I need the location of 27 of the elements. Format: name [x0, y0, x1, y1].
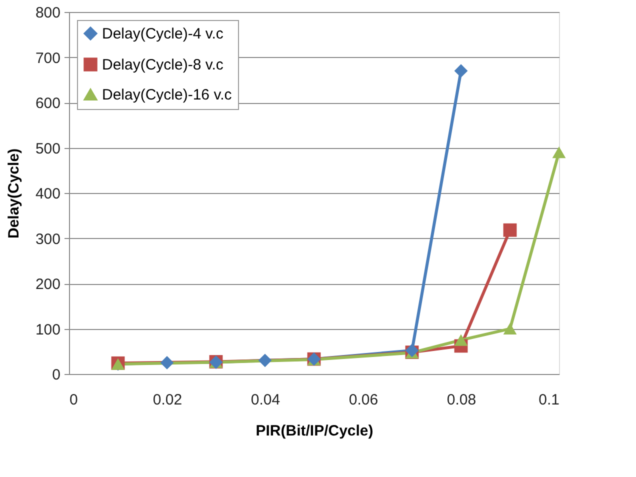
y-tick-label: 600: [35, 95, 60, 112]
legend-label: Delay(Cycle)-8 v.c: [102, 56, 224, 74]
point: [503, 322, 517, 335]
y-axis-title: Delay(Cycle): [5, 148, 22, 239]
y-tick-label: 800: [35, 4, 60, 22]
y-tick-label: 300: [35, 230, 60, 248]
y-tick-label: 500: [35, 140, 60, 158]
x-tick-label: 0.08: [446, 392, 476, 408]
point: [552, 146, 566, 158]
x-tick-label: 0.02: [152, 392, 182, 408]
y-tick-label: 0: [52, 366, 60, 384]
point: [454, 64, 468, 78]
x-axis-title: PIR(Bit/IP/Cycle): [256, 422, 374, 440]
y-tick-label: 200: [35, 276, 60, 293]
x-tick-label: 0.1: [538, 392, 560, 408]
point: [454, 334, 468, 346]
point: [503, 223, 517, 237]
y-tick-label: 400: [35, 186, 60, 202]
point: [160, 356, 174, 370]
y-tick-label: 700: [35, 50, 60, 67]
x-tick-label: 0: [70, 392, 78, 408]
legend-label: Delay(Cycle)-4 v.c: [102, 26, 224, 42]
legend-label: Delay(Cycle)-16 v.c: [102, 86, 232, 104]
x-tick-label: 0.06: [348, 392, 378, 408]
x-tick-label: 0.04: [250, 392, 280, 408]
point: [258, 354, 272, 368]
y-tick-label: 100: [35, 321, 60, 338]
